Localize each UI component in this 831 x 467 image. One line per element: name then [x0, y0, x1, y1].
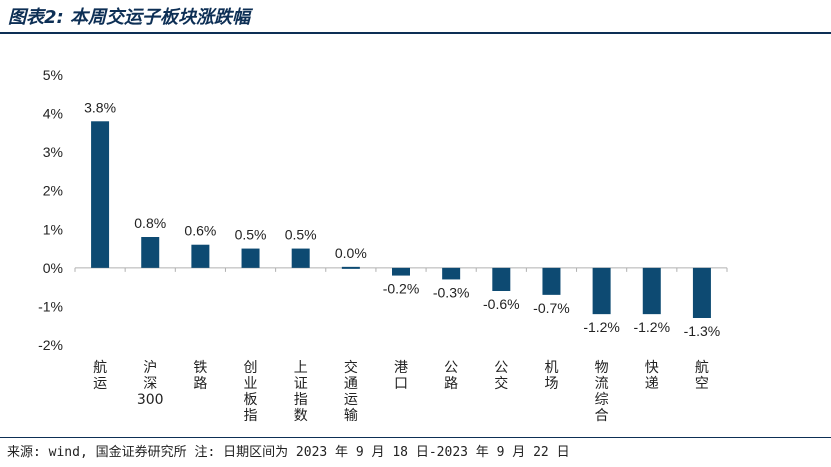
bar — [492, 267, 511, 291]
x-tick-label: 港口 — [394, 360, 408, 392]
bar — [91, 121, 110, 268]
data-label: 3.8% — [84, 99, 116, 115]
y-tick-label: 2% — [43, 183, 63, 199]
y-tick-label: 1% — [43, 221, 63, 237]
bar — [341, 266, 360, 269]
x-tick-label: 上证指数 — [294, 360, 308, 424]
data-label: 0.5% — [235, 227, 267, 243]
x-tick-label: 交通运输 — [344, 359, 358, 424]
data-label: -0.7% — [533, 300, 570, 316]
bar — [442, 267, 461, 280]
bar — [241, 248, 260, 268]
bar — [642, 267, 661, 315]
x-tick-label: 机场 — [544, 360, 558, 392]
y-tick-label: 5% — [43, 67, 63, 83]
data-label: -1.3% — [684, 323, 721, 339]
data-label: -1.2% — [633, 319, 670, 335]
data-label: -1.2% — [583, 319, 620, 335]
y-tick-label: 0% — [43, 260, 63, 276]
chart-title: 图表2: 本周交运子板块涨跌幅 — [8, 7, 250, 28]
data-label: 0.8% — [134, 215, 166, 231]
bar — [392, 267, 410, 276]
x-tick-label: 公路 — [444, 360, 458, 392]
data-label: 0.6% — [184, 223, 216, 239]
bar — [592, 267, 611, 315]
source-note: 来源: wind, 国金证券研究所 注: 日期区间为 2023 年 9 月 18… — [7, 445, 570, 460]
bar — [141, 237, 160, 268]
data-label: 0.0% — [335, 245, 367, 261]
data-label: -0.2% — [383, 281, 420, 297]
bar — [191, 244, 210, 268]
y-tick-label: 3% — [43, 144, 63, 160]
x-tick-label: 快递 — [645, 360, 659, 392]
y-tick-label: -2% — [38, 337, 63, 353]
x-tick-label: 沪深 300 — [137, 360, 164, 408]
bar — [542, 267, 561, 295]
bar — [692, 267, 711, 318]
x-tick-label: 创业板指 — [244, 360, 258, 424]
data-label: 0.5% — [285, 227, 317, 243]
x-tick-label: 公交 — [494, 360, 508, 392]
y-tick-label: 4% — [43, 106, 63, 122]
y-tick-label: -1% — [38, 298, 63, 314]
x-tick-label: 航空 — [695, 360, 709, 392]
x-tick-label: 物流综合 — [595, 360, 609, 424]
title-divider — [0, 32, 831, 34]
x-tick-label: 航运 — [93, 360, 107, 392]
x-tick-label: 铁路 — [193, 360, 207, 392]
bar — [291, 248, 310, 268]
data-label: -0.6% — [483, 296, 520, 312]
data-label: -0.3% — [433, 284, 470, 300]
footer-divider — [0, 437, 831, 438]
